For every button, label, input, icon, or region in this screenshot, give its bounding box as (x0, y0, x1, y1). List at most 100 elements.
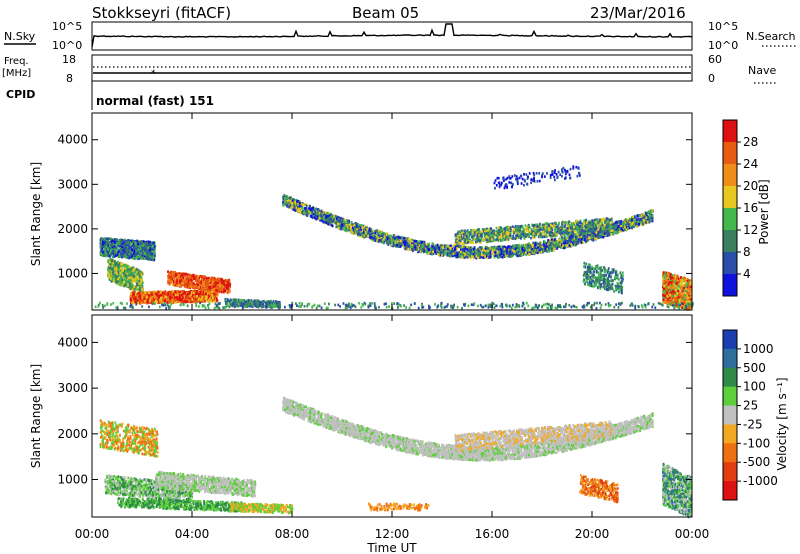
data-cell (211, 296, 214, 300)
data-cell (139, 254, 142, 258)
data-cell (136, 299, 139, 302)
data-cell (194, 300, 196, 304)
data-cell (100, 240, 103, 243)
data-cell (119, 271, 121, 274)
data-cell (205, 283, 207, 287)
data-cell (197, 291, 200, 295)
data-cell (137, 268, 139, 272)
data-cell (143, 300, 146, 303)
data-cell (197, 275, 199, 279)
data-cell (151, 294, 153, 297)
data-cell (110, 259, 113, 262)
data-cell (151, 295, 153, 299)
data-cell (138, 291, 140, 295)
data-cell (143, 254, 146, 258)
data-cell (226, 280, 229, 284)
data-cell (139, 289, 142, 293)
data-cell (197, 286, 200, 289)
freq-marker: * (151, 69, 156, 79)
data-cell (102, 238, 104, 241)
data-cell (111, 249, 114, 253)
data-cell (146, 297, 149, 300)
data-cell (117, 263, 119, 267)
data-cell (184, 284, 187, 288)
data-cell (165, 299, 168, 303)
data-cell (110, 277, 112, 280)
data-cell (140, 271, 143, 274)
data-cell (129, 281, 132, 285)
data-cell (125, 269, 128, 273)
data-cell (112, 262, 115, 265)
data-cell (181, 296, 184, 299)
data-cell (113, 262, 116, 265)
data-cell (158, 296, 160, 299)
data-cell (138, 269, 141, 273)
data-cell (174, 275, 177, 278)
data-cell (141, 298, 144, 302)
data-cell (145, 255, 148, 258)
data-cell (166, 294, 168, 297)
data-cell (191, 286, 194, 289)
data-cell (202, 300, 204, 303)
data-cell (148, 291, 150, 294)
data-cell (206, 280, 208, 284)
data-cell (142, 300, 144, 304)
data-cell (138, 244, 140, 248)
data-cell (149, 257, 151, 260)
data-cell (127, 274, 129, 277)
noise-tick-bottom-right: 10^0 (708, 39, 738, 52)
data-cell (105, 247, 108, 251)
data-cell (185, 272, 187, 276)
data-cell (182, 276, 185, 279)
data-cell (127, 280, 130, 284)
data-cell (148, 295, 151, 299)
data-cell (214, 279, 217, 283)
data-cell (119, 268, 121, 272)
data-cell (136, 245, 139, 248)
data-cell (225, 287, 227, 291)
data-cell (107, 244, 110, 248)
data-cell (197, 297, 200, 301)
data-cell (129, 279, 132, 283)
data-cell (156, 298, 159, 301)
data-cell (142, 244, 145, 248)
data-cell (104, 239, 107, 242)
data-cell (115, 261, 118, 265)
data-cell (137, 277, 139, 280)
data-cell (109, 249, 112, 252)
data-cell (223, 280, 225, 284)
data-cell (148, 243, 150, 246)
data-cell (187, 296, 190, 300)
data-cell (143, 301, 145, 304)
data-cell (153, 244, 156, 248)
data-cell (123, 280, 125, 284)
data-cell (189, 293, 192, 297)
data-cell (142, 291, 145, 294)
data-cell (152, 242, 154, 245)
data-cell (114, 267, 116, 270)
data-cell (128, 266, 130, 269)
data-cell (140, 301, 142, 304)
data-cell (124, 238, 126, 242)
data-cell (134, 254, 137, 258)
data-cell (120, 241, 123, 244)
data-cell (213, 285, 216, 288)
power-data-layer (94, 165, 694, 311)
data-cell (110, 270, 112, 273)
data-cell (100, 241, 103, 245)
data-cell (168, 298, 171, 302)
data-cell (115, 246, 117, 250)
data-cell (124, 267, 127, 270)
data-cell (102, 240, 104, 244)
data-cell (121, 277, 124, 280)
data-cell (149, 250, 151, 253)
data-cell (111, 252, 113, 255)
data-cell (116, 275, 119, 278)
data-cell (147, 246, 149, 250)
data-cell (199, 296, 202, 299)
data-cell (118, 283, 121, 286)
data-cell (178, 294, 181, 297)
data-cell (150, 292, 152, 296)
data-cell (180, 299, 183, 303)
data-cell (133, 292, 135, 296)
